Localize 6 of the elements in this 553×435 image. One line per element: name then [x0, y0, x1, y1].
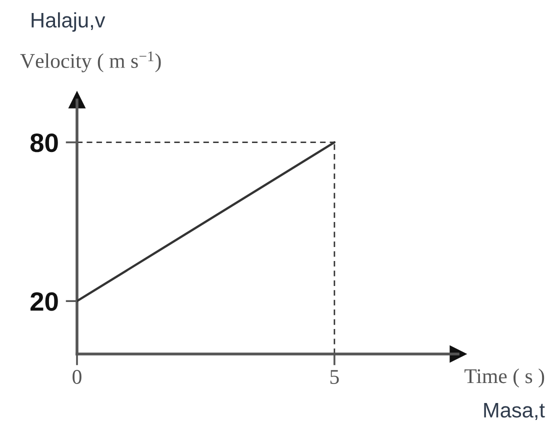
x-tick-label: 5: [330, 370, 339, 384]
x-axis-title: Time ( s ) Masa,t: [464, 368, 545, 420]
y-axis-title: Halaju,v Velocity ( m s$^{−1}$): [20, 12, 161, 72]
y-tick-label: 80: [30, 133, 58, 152]
x-tick-label: 0: [72, 370, 82, 384]
y-tick-label: 20: [30, 292, 58, 311]
